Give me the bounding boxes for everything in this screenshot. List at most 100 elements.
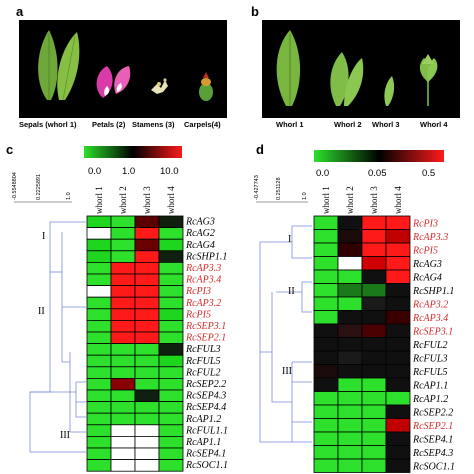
c-heatmap-cell [110, 354, 136, 368]
d-heatmap-cell [337, 242, 363, 257]
d-heatmap-cell [337, 458, 363, 473]
d-heatmap-cell [313, 215, 339, 230]
c-heatmap-cell [110, 447, 136, 461]
panel-b-photo [262, 20, 460, 118]
d-column-header: whorl 2 [345, 186, 355, 214]
c-column-header: whorl 2 [118, 186, 128, 214]
c-heatmap-cell [86, 285, 112, 298]
c-heatmap-cell [110, 215, 136, 229]
d-gene-label: RcAP3.4 [412, 313, 448, 324]
d-heatmap-cell [337, 364, 363, 379]
d-heatmap-cell [361, 458, 387, 473]
d-heatmap-cell [385, 229, 411, 244]
c-heatmap-cell [158, 377, 184, 391]
c-heatmap-cell [86, 389, 112, 403]
d-heatmap-cell [361, 431, 387, 446]
d-heatmap-cell [361, 391, 387, 406]
d-heatmap-cell [385, 350, 411, 365]
panel-b-caption-3: Whorl 3 [372, 120, 400, 129]
d-heatmap-cell [361, 323, 387, 338]
c-heatmap-cell [134, 296, 160, 310]
d-heatmap-cell [385, 256, 411, 271]
c-heatmap-cell [134, 447, 160, 461]
c-heatmap-cell [158, 296, 184, 310]
colorbar-c [84, 146, 182, 158]
d-heatmap-cell [337, 418, 363, 433]
c-heatmap-cell [110, 250, 136, 263]
colorbar-c-tick-2: 10.0 [160, 166, 179, 177]
d-heatmap-cell [385, 418, 411, 433]
c-heatmap-cell [158, 227, 184, 240]
d-heatmap-cell [313, 404, 339, 419]
c-heatmap-cell [110, 331, 136, 345]
d-heatmap-cell [337, 283, 363, 298]
d-heatmap-cell [313, 310, 339, 325]
colorbar-c-tick-1: 1.0 [122, 166, 135, 177]
c-heatmap-cell [110, 424, 136, 437]
d-heatmap-cell [313, 391, 339, 406]
d-heatmap-cell [385, 310, 411, 325]
scale-d-label-2: 1.0 [302, 192, 308, 200]
panel-a-letter: a [16, 4, 24, 19]
c-heatmap-cell [86, 412, 112, 426]
c-heatmap-cell [158, 250, 184, 263]
c-heatmap-cell [110, 377, 136, 391]
d-heatmap-cell [313, 283, 339, 298]
d-gene-label: RcSEP2.1 [412, 421, 453, 432]
d-heatmap-cell [337, 269, 363, 284]
d-heatmap-cell [313, 229, 339, 244]
c-heatmap-cell [134, 273, 160, 287]
dendrogram-d [259, 225, 312, 443]
c-heatmap-cell [110, 343, 136, 356]
d-heatmap-cell [337, 256, 363, 271]
d-column-header: whorl 3 [369, 186, 379, 214]
c-heatmap-cell [134, 389, 160, 403]
c-gene-label: RcAP3.2 [185, 298, 221, 309]
d-heatmap-cell [385, 458, 411, 473]
c-heatmap-cell [158, 343, 184, 356]
c-heatmap-cell [158, 238, 184, 252]
c-heatmap-cell [134, 308, 160, 321]
colorbar-c-tick-0: 0.0 [88, 166, 101, 177]
panel-b-caption-2: Whorl 2 [334, 120, 362, 129]
c-heatmap-cell [86, 250, 112, 263]
d-gene-label: RcFUL5 [412, 367, 447, 378]
c-heatmap-cell [134, 215, 160, 229]
c-gene-label: RcSEP4.3 [185, 391, 226, 402]
d-heatmap-cell [361, 350, 387, 365]
c-heatmap-cell [134, 319, 160, 333]
d-heatmap-cell [385, 404, 411, 419]
c-heatmap-cell [86, 273, 112, 287]
c-column-header: whorl 3 [142, 186, 152, 214]
c-heatmap-cell [110, 262, 136, 275]
d-heatmap-cell [337, 323, 363, 338]
scale-d-label-1: 0.251128 [276, 177, 282, 200]
c-heatmap-cell [86, 447, 112, 461]
c-gene-label: RcAP3.3 [185, 263, 221, 274]
c-heatmap-cell [86, 296, 112, 310]
whorl-organs-photo [276, 30, 438, 106]
c-heatmap-cell [158, 354, 184, 368]
c-heatmap-cell [158, 424, 184, 437]
c-heatmap-cell [134, 412, 160, 426]
d-heatmap-cell [385, 337, 411, 352]
panel-a-caption-2: Petals (2) [92, 120, 126, 129]
c-heatmap-cell [158, 412, 184, 426]
c-heatmap-cell [134, 331, 160, 345]
c-gene-label: RcSHP1.1 [185, 251, 227, 262]
d-heatmap-cell [313, 350, 339, 365]
c-gene-label: RcSEP2.2 [185, 379, 226, 390]
d-heatmap-cell [361, 269, 387, 284]
c-gene-label: RcFUL5 [185, 356, 220, 367]
d-heatmap-cell [385, 242, 411, 257]
c-column-header: whorl 4 [166, 186, 176, 214]
panel-b-caption-1: Whorl 1 [276, 120, 304, 129]
c-heatmap-cell [134, 435, 160, 449]
cluster-d-III: III [282, 366, 292, 377]
d-heatmap-cell [337, 350, 363, 365]
d-heatmap-cell [385, 323, 411, 338]
c-heatmap-cell [158, 389, 184, 403]
c-heatmap-cell [134, 424, 160, 437]
d-heatmap-cell [361, 242, 387, 257]
c-heatmap-cell [110, 308, 136, 321]
